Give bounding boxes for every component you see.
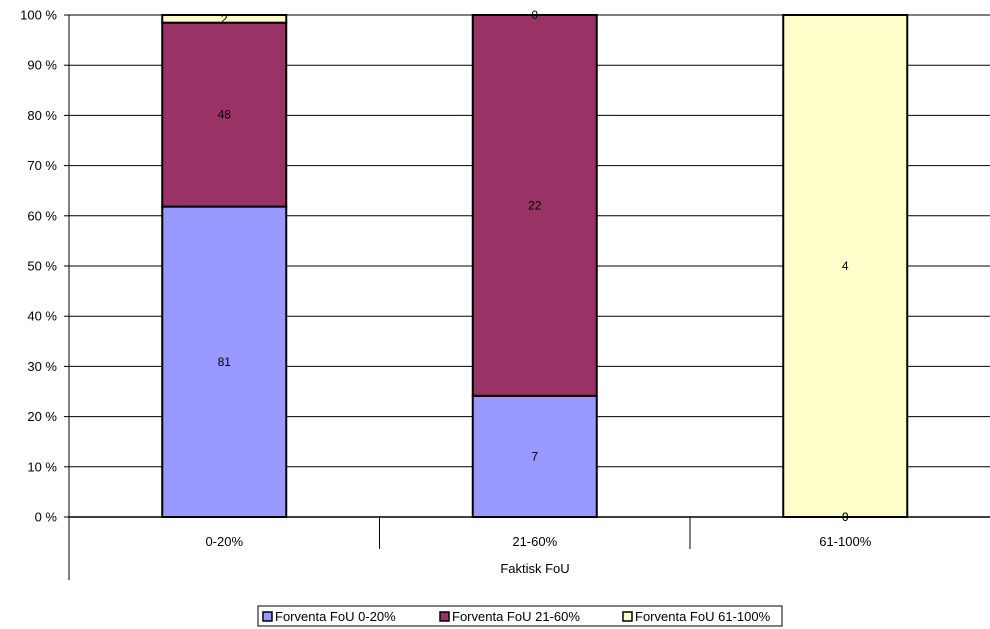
y-tick-label: 40 % xyxy=(27,309,57,324)
bar-segment xyxy=(161,14,288,24)
axes xyxy=(68,15,990,580)
data-label: 7 xyxy=(531,449,538,463)
legend-box xyxy=(257,605,783,627)
data-label: 22 xyxy=(528,198,542,212)
y-tick-label: 10 % xyxy=(27,459,57,474)
y-tick-label: 80 % xyxy=(27,108,57,123)
data-label: 48 xyxy=(218,108,232,122)
y-tick-label: 100 % xyxy=(20,8,57,23)
y-axis-ticks: 0 % 10 % 20 % 30 % 40 % 50 % 60 % 70 % 80 % 90 % 1… xyxy=(20,8,69,525)
y-tick-label: 60 % xyxy=(27,208,57,223)
legend-label: Forventa FoU 0-20% xyxy=(275,609,396,624)
category-label: 0-20% xyxy=(205,534,243,549)
data-label: 81 xyxy=(218,355,232,369)
bar-segment xyxy=(161,21,288,208)
data-label: 0 xyxy=(531,8,538,22)
y-tick-label: 30 % xyxy=(27,359,57,374)
y-tick-label: 20 % xyxy=(27,409,57,424)
legend-label: Forventa FoU 21-60% xyxy=(452,609,580,624)
y-tick-label: 70 % xyxy=(27,158,57,173)
legend-swatch xyxy=(622,611,633,622)
bar-segment xyxy=(782,14,909,518)
y-tick-label: 0 % xyxy=(35,510,58,525)
category-label: 61-100% xyxy=(819,534,871,549)
legend-label: Forventa FoU 61-100% xyxy=(635,609,771,624)
legend-swatch xyxy=(439,611,450,622)
bar-segment xyxy=(471,14,598,397)
bars xyxy=(161,14,909,518)
legend-swatch xyxy=(262,611,273,622)
category-labels: 0-20% 21-60% 61-100% xyxy=(205,534,871,549)
y-tick-label: 90 % xyxy=(27,58,57,73)
data-label: 2 xyxy=(221,12,228,26)
data-label: 4 xyxy=(842,259,849,273)
legend: Forventa FoU 0-20% Forventa FoU 21-60% For… xyxy=(257,605,783,627)
x-axis-title: Faktisk FoU xyxy=(500,561,569,576)
category-label: 21-60% xyxy=(512,534,557,549)
y-tick-label: 50 % xyxy=(27,259,57,274)
